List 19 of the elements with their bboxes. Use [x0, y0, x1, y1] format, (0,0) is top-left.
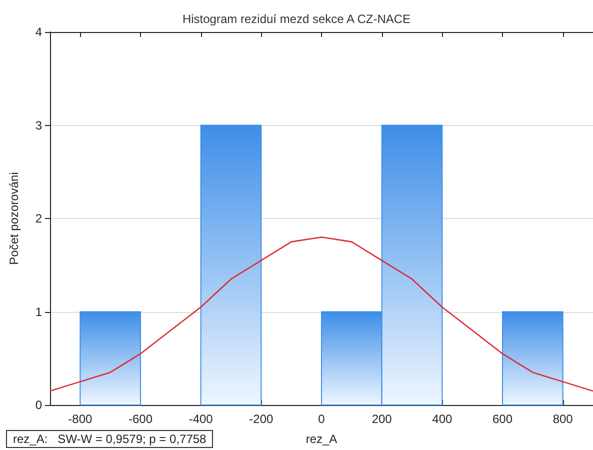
- y-tick-label: 1: [35, 304, 42, 319]
- x-tick-label: 800: [552, 412, 574, 426]
- x-tick-label: 200: [372, 412, 392, 426]
- statistics-box: rez_A: SW-W = 0,9579; p = 0,7758: [6, 430, 214, 448]
- y-tick-label: 3: [35, 118, 42, 132]
- chart-title: Histogram reziduí mezd sekce A CZ-NACE: [182, 12, 411, 26]
- x-tick-label: -600: [128, 412, 153, 426]
- x-tick-label: -400: [188, 412, 214, 426]
- x-tick-label: 0: [318, 412, 326, 426]
- x-tick-label: 400: [432, 412, 452, 426]
- y-axis-title: Počet pozorováni: [7, 172, 21, 265]
- y-tick-label: 2: [35, 212, 42, 226]
- x-axis-title: rez_A: [306, 432, 338, 446]
- x-tick-label: 600: [492, 412, 513, 426]
- x-tick-label: -200: [249, 412, 274, 426]
- y-tick-label: 0: [35, 398, 42, 412]
- x-tick-label: -800: [68, 412, 92, 426]
- y-tick-label: 4: [35, 25, 42, 39]
- line-series: [49, 236, 593, 392]
